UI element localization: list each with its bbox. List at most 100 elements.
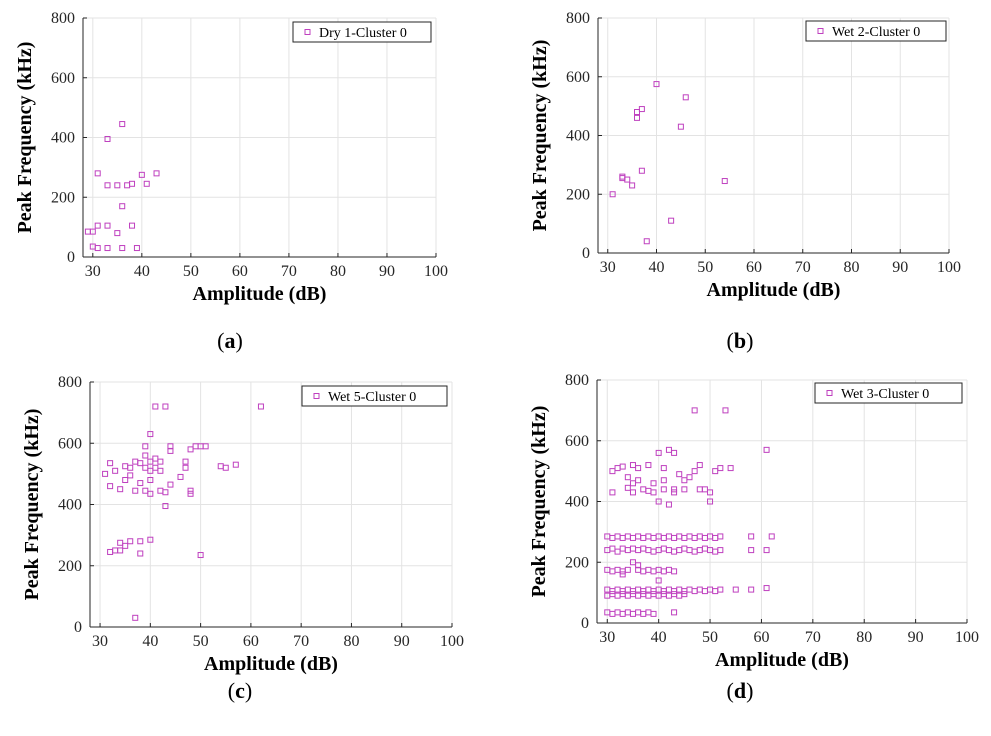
data-point	[182, 464, 189, 471]
data-point	[638, 106, 645, 113]
data-point	[187, 487, 194, 494]
data-point	[142, 443, 149, 450]
legend-box	[805, 20, 947, 42]
data-point	[157, 467, 164, 474]
data-point	[132, 614, 139, 621]
data-point	[177, 473, 184, 480]
data-point	[119, 245, 126, 252]
legend-marker	[313, 393, 320, 399]
x-tick-label: 100	[937, 259, 961, 276]
data-point	[671, 568, 678, 575]
x-tick-label: 90	[908, 629, 924, 646]
data-point	[153, 170, 160, 177]
legend-label: Wet 3-Cluster 0	[841, 387, 929, 402]
data-point	[127, 464, 134, 471]
data-point	[660, 465, 667, 472]
data-point	[712, 468, 719, 475]
y-tick-label: 800	[565, 372, 589, 389]
data-point	[643, 238, 650, 245]
x-tick-label: 40	[134, 263, 150, 280]
y-tick-label: 800	[58, 374, 82, 391]
data-point	[232, 461, 239, 468]
data-point	[137, 460, 144, 467]
data-point	[635, 465, 642, 472]
data-point	[147, 431, 154, 438]
legend-marker	[826, 390, 833, 396]
data-point	[660, 486, 667, 493]
y-tick-label: 200	[51, 189, 75, 206]
data-point	[122, 477, 129, 483]
x-tick-label: 60	[232, 263, 248, 280]
y-tick-label: 200	[566, 186, 590, 203]
data-point	[748, 586, 755, 593]
legend-box	[814, 382, 963, 404]
data-point	[187, 490, 194, 497]
legend-label: Dry 1-Cluster 0	[319, 26, 407, 41]
panel-label-letter: d	[734, 678, 746, 703]
y-axis-title: Peak Frequency (kHz)	[528, 406, 550, 598]
data-point	[722, 407, 729, 414]
panel-label-letter: c	[235, 678, 245, 703]
data-point	[655, 449, 662, 456]
x-tick-label: 60	[753, 629, 769, 646]
data-point	[763, 547, 770, 554]
data-point	[142, 464, 149, 471]
y-tick-label: 0	[581, 615, 589, 632]
x-tick-label: 70	[281, 263, 297, 280]
data-point	[114, 230, 121, 237]
data-point	[624, 566, 631, 573]
y-tick-label: 0	[582, 245, 590, 262]
y-tick-label: 400	[58, 497, 82, 514]
data-point	[138, 171, 145, 178]
data-point	[147, 477, 154, 483]
data-point	[129, 222, 136, 229]
data-point	[763, 585, 770, 592]
data-point	[686, 474, 693, 481]
data-point	[147, 490, 154, 497]
y-tick-label: 400	[566, 128, 590, 145]
data-point	[763, 446, 770, 453]
y-tick-label: 600	[566, 69, 590, 86]
data-point	[167, 443, 174, 450]
data-point	[624, 474, 631, 481]
x-tick-label: 40	[649, 259, 665, 276]
x-tick-label: 40	[651, 629, 667, 646]
data-point	[147, 458, 154, 465]
panel-label-open: (	[727, 678, 734, 703]
data-point	[624, 176, 631, 183]
data-point	[167, 481, 174, 488]
data-point	[634, 114, 640, 121]
panel-label: (c)	[228, 678, 252, 703]
data-point	[665, 446, 672, 453]
data-point	[681, 477, 688, 484]
data-point	[614, 548, 621, 555]
data-point	[727, 465, 734, 472]
data-point	[152, 403, 159, 410]
panel-3: 30 40 50 60 70 80 90 100 0 200 400 600 800 Amplitude …	[21, 374, 464, 703]
data-point	[609, 191, 616, 198]
x-tick-label: 100	[424, 263, 448, 280]
data-point	[671, 609, 678, 616]
x-tick-label: 100	[440, 633, 464, 650]
data-point	[629, 559, 636, 566]
data-point	[645, 462, 652, 469]
data-point	[629, 182, 636, 189]
data-point	[668, 217, 675, 224]
data-point	[691, 407, 698, 414]
data-point	[202, 443, 209, 450]
x-tick-label: 70	[795, 259, 811, 276]
data-point	[629, 489, 636, 496]
data-point	[104, 135, 111, 142]
x-tick-label: 80	[330, 263, 346, 280]
x-tick-label: 100	[955, 629, 979, 646]
data-point	[137, 550, 144, 557]
data-point	[222, 464, 229, 471]
legend-marker	[304, 29, 311, 35]
data-point	[137, 480, 144, 487]
data-point	[748, 533, 755, 540]
data-point	[717, 547, 724, 554]
data-point	[748, 547, 755, 554]
data-point	[671, 489, 678, 496]
data-point	[629, 480, 636, 487]
panel-2: 30 40 50 60 70 80 90 100 0 200 400 600 800 Amplitude …	[529, 10, 961, 353]
